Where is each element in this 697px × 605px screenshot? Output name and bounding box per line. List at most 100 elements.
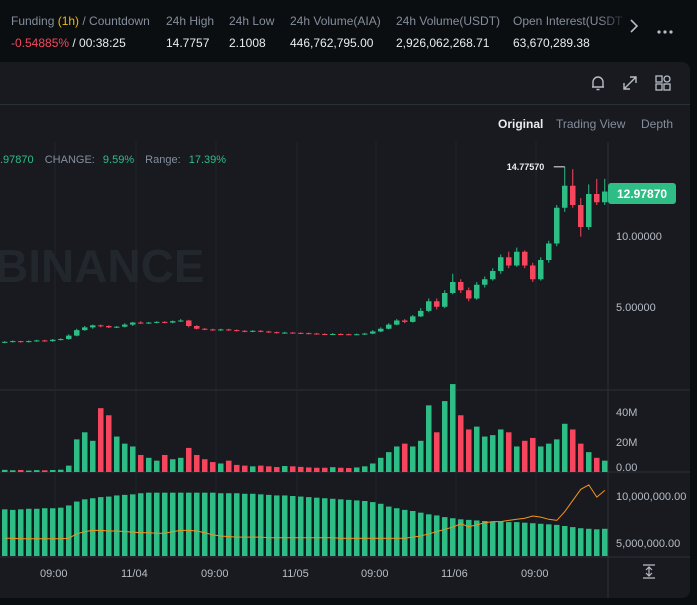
candle-body <box>58 339 64 341</box>
candle-body <box>186 320 192 326</box>
volume-bar <box>210 462 216 472</box>
tab-original[interactable]: Original <box>498 117 544 131</box>
volume-series <box>2 384 608 472</box>
oi-bar <box>554 524 560 556</box>
oi-bar <box>186 492 192 556</box>
tab-depth[interactable]: Depth <box>641 117 674 131</box>
volume-bar <box>274 467 280 472</box>
candle-body <box>18 341 24 343</box>
candle-body <box>162 321 168 323</box>
expand-icon[interactable] <box>621 74 639 92</box>
candle-body <box>26 341 32 343</box>
oi-bar <box>282 495 288 556</box>
volume-bar <box>2 469 8 472</box>
volume-bar <box>378 457 384 472</box>
volume-bar <box>26 470 32 472</box>
oi-bar <box>178 492 184 556</box>
oi-bar <box>298 496 304 556</box>
candle-body <box>322 333 328 335</box>
volume-bar <box>58 469 64 472</box>
oi-bar <box>394 508 400 556</box>
volume-bar <box>578 443 584 472</box>
candle-body <box>98 325 104 327</box>
volume-bar <box>234 464 240 472</box>
stat-value: 14.7757 <box>166 36 210 50</box>
layout-grid-icon[interactable] <box>654 74 672 92</box>
volume-bar <box>258 465 264 472</box>
oi-bar <box>18 509 24 556</box>
oi-bar <box>34 508 40 556</box>
candle-body <box>258 330 264 332</box>
volume-bar <box>314 467 320 472</box>
candle-body <box>298 332 304 334</box>
oi-bar <box>434 515 440 556</box>
stat-label: 24h Volume(USDT) <box>396 14 501 28</box>
volume-bar <box>178 457 184 472</box>
candle-body <box>314 333 320 335</box>
volume-bar <box>194 454 200 472</box>
candle-body <box>154 321 160 323</box>
candle-body <box>546 243 552 260</box>
candle-body <box>402 320 408 322</box>
volume-bar <box>82 432 88 472</box>
candle-body <box>114 326 120 328</box>
candle-body <box>242 330 248 332</box>
candle-body <box>514 251 520 266</box>
volume-bar <box>554 439 560 472</box>
stat-funding[interactable]: Funding (1h) / Countdown -0.54885% / 00:… <box>11 14 150 50</box>
candle-body <box>418 310 424 317</box>
chart-panel: Original Trading View Depth BINANCE .978… <box>0 62 690 598</box>
volume-bar <box>426 405 432 472</box>
oi-bar <box>226 493 232 556</box>
volume-bar <box>530 437 536 472</box>
oi-bar <box>402 509 408 556</box>
price-chart[interactable]: BINANCE .97870 CHANGE: 9.59% Range: 17.3… <box>0 62 690 598</box>
time-tick: 09:00 <box>40 568 68 580</box>
high-marker: 14.77570 <box>507 162 565 172</box>
stat-24h-high: 24h High 14.7757 <box>166 14 214 50</box>
oi-bar <box>338 499 344 556</box>
oi-bar <box>370 502 376 556</box>
tab-trading-view[interactable]: Trading View <box>556 117 626 131</box>
candle-body <box>218 329 224 331</box>
volume-bar <box>370 463 376 472</box>
volume-bar <box>50 470 56 472</box>
candle-body <box>442 293 448 307</box>
stat-label: Funding (1h) / Countdown <box>11 14 150 28</box>
vertical-arrows-icon[interactable] <box>643 564 655 579</box>
candle-body <box>106 326 112 328</box>
oi-bar <box>98 497 104 556</box>
last-price-text: 12.97870 <box>617 187 667 201</box>
candle-body <box>282 332 288 334</box>
oi-bar <box>538 523 544 556</box>
volume-bar <box>602 460 608 472</box>
ellipsis-icon[interactable] <box>656 22 674 40</box>
oi-bar <box>354 500 360 556</box>
volume-bar <box>562 423 568 472</box>
volume-bar <box>418 440 424 472</box>
oi-bar <box>250 493 256 556</box>
volume-bar <box>130 446 136 472</box>
candle-body <box>226 329 232 331</box>
oi-bar <box>522 522 528 556</box>
volume-bar <box>570 429 576 472</box>
volume-bar <box>490 435 496 472</box>
oi-bar <box>74 501 80 556</box>
oi-bar <box>410 511 416 556</box>
oi-bar <box>442 517 448 556</box>
oi-bar <box>490 521 496 556</box>
candle-body <box>538 260 544 280</box>
time-tick: 11/04 <box>121 568 148 580</box>
time-tick: 09:00 <box>201 568 229 580</box>
chevron-right-icon[interactable] <box>628 18 640 39</box>
candle-body <box>122 324 128 327</box>
candle-body <box>90 325 96 328</box>
candle-body <box>290 332 296 334</box>
oi-bar <box>306 497 312 556</box>
candle-body <box>42 340 48 342</box>
volume-bar <box>498 429 504 472</box>
volume-bar <box>450 384 456 472</box>
oi-bar <box>114 495 120 556</box>
bell-icon[interactable] <box>589 74 607 92</box>
candle-body <box>250 330 256 332</box>
